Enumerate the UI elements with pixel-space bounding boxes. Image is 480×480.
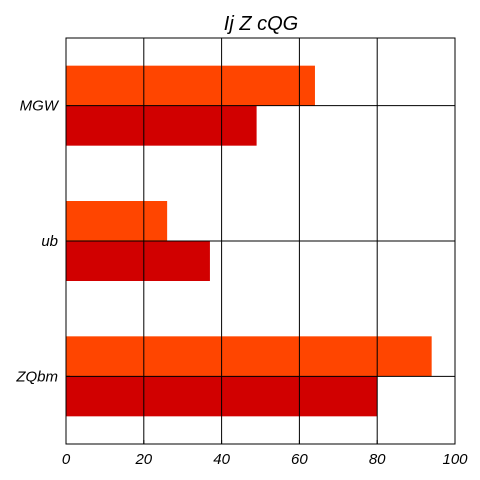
bar-ub-series-2 (66, 241, 210, 281)
y-tick-label: MGW (20, 98, 60, 115)
bar-ZQbm-series-1 (66, 336, 432, 377)
y-tick-labels: MGW ub ZQbm (15, 98, 70, 385)
x-tick-label: 40 (213, 451, 230, 468)
bar-ub-series-1 (66, 201, 168, 241)
chart-title: Ij Z cQG (224, 13, 298, 35)
x-tick-labels: 0 20 40 60 80 100 (62, 440, 468, 468)
bar-MGW-series-1 (66, 65, 315, 106)
x-tick-label: 20 (134, 451, 152, 468)
grid-lines (66, 38, 455, 444)
y-tick-label: ub (41, 233, 58, 250)
x-tick-label: 80 (369, 451, 386, 468)
bar-MGW-series-2 (66, 105, 257, 146)
x-tick-label: 100 (442, 451, 468, 468)
x-tick-label: 60 (291, 451, 308, 468)
x-tick-label: 0 (62, 451, 71, 468)
y-tick-label: ZQbm (15, 368, 58, 385)
